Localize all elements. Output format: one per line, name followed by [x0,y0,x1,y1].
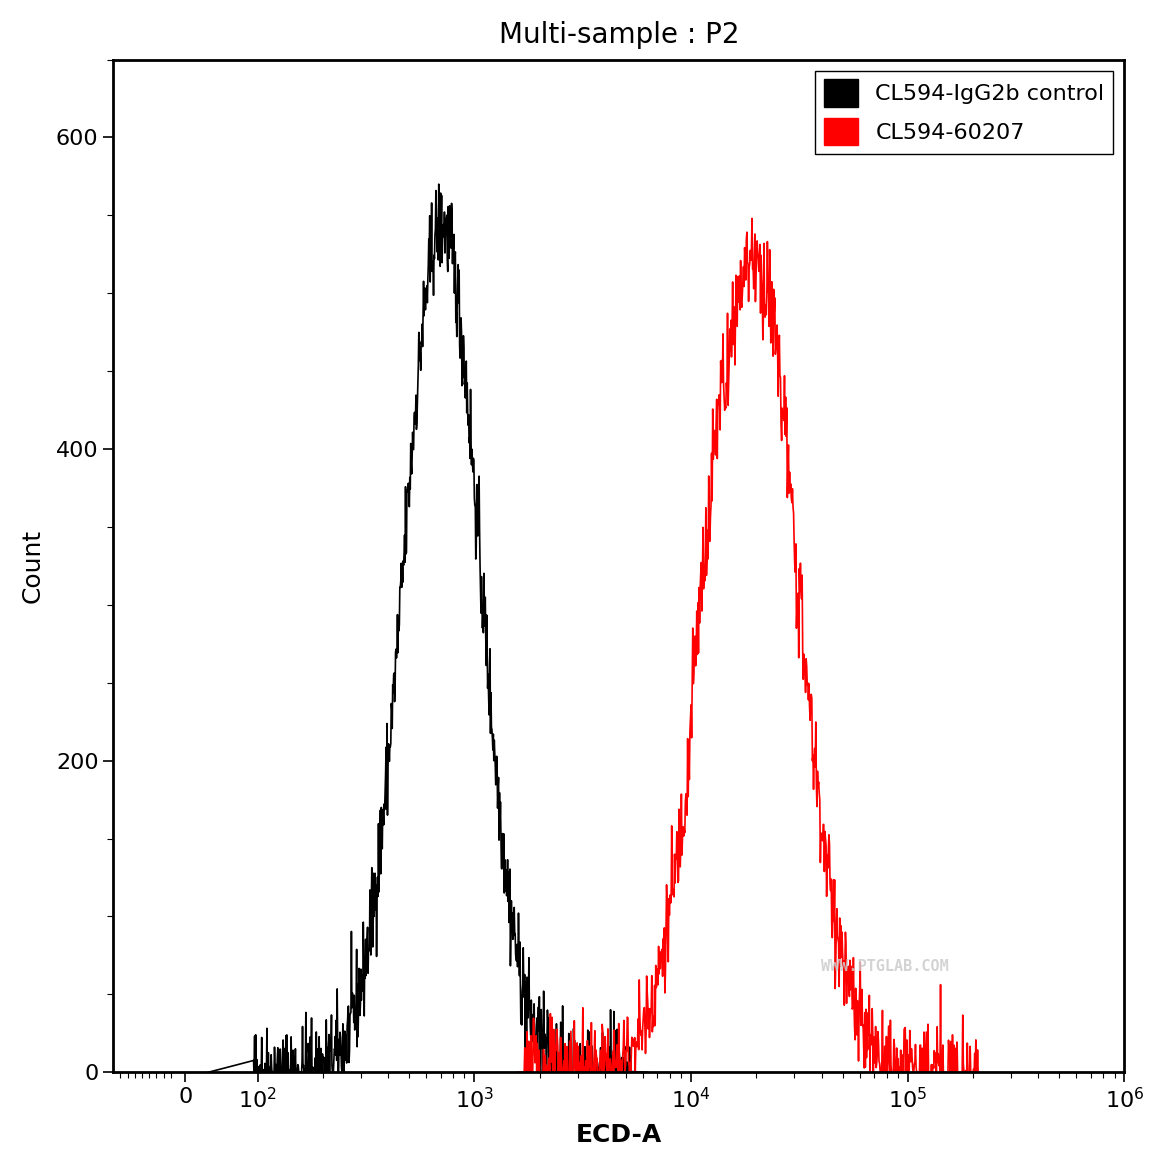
CL594-IgG2b control [400,482,414,496]
CL594-IgG2b control [513,934,527,948]
Line: CL594-60207: CL594-60207 [517,218,980,1072]
CL594-60207 [839,925,853,939]
Legend: CL594-IgG2b control, CL594-60207: CL594-IgG2b control, CL594-60207 [816,70,1114,154]
CL594-60207 [510,1065,524,1079]
CL594-IgG2b control [414,345,428,359]
CL594-60207 [746,211,760,225]
CL594-IgG2b control [320,1041,334,1055]
CL594-60207 [966,1065,980,1079]
CL594-60207 [698,547,712,561]
CL594-60207 [838,999,852,1013]
CL594-IgG2b control [396,554,410,568]
Text: WWW.PTGLAB.COM: WWW.PTGLAB.COM [821,959,948,974]
Y-axis label: Count: Count [21,529,44,603]
X-axis label: ECD-A: ECD-A [576,1124,662,1147]
CL594-60207 [719,401,733,415]
CL594-60207 [702,534,716,548]
Title: Multi-sample : P2: Multi-sample : P2 [499,21,739,49]
CL594-IgG2b control [641,1065,655,1079]
CL594-IgG2b control [202,1065,216,1079]
Line: CL594-IgG2b control: CL594-IgG2b control [209,185,648,1072]
CL594-60207 [608,1061,622,1075]
CL594-IgG2b control [432,178,446,192]
CL594-IgG2b control [511,938,525,952]
